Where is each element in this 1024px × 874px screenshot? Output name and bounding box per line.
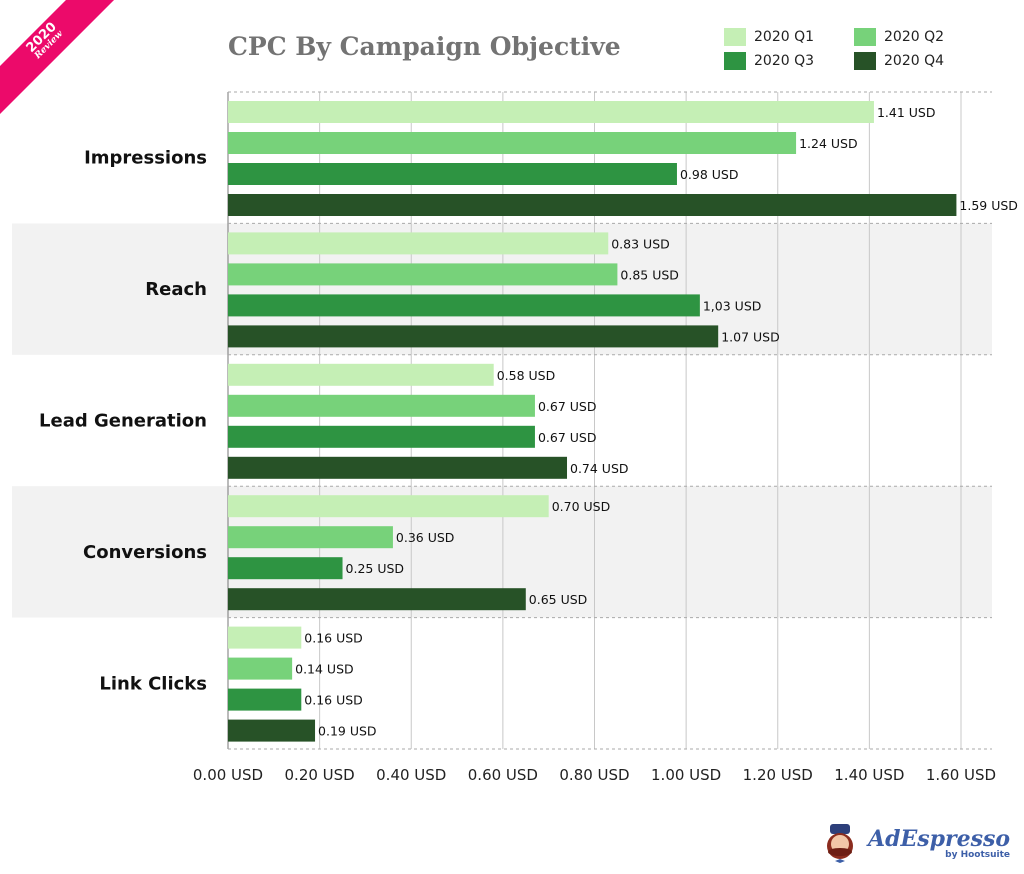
legend-item-q3: 2020 Q3: [724, 52, 814, 70]
data-label: 1,03 USD: [703, 298, 762, 313]
x-tick-label: 0.60 USD: [468, 766, 538, 784]
bar: [228, 194, 957, 216]
legend-label: 2020 Q2: [884, 29, 945, 45]
x-tick-label: 1.40 USD: [834, 766, 904, 784]
x-tick-label: 0.20 USD: [285, 766, 355, 784]
legend-label: 2020 Q4: [884, 53, 945, 69]
bar: [228, 657, 293, 680]
logo-wordmark: AdEspresso: [868, 826, 1011, 852]
legend-swatch: [724, 28, 746, 46]
bar: [228, 588, 526, 611]
data-label: 0.67 USD: [538, 399, 597, 414]
x-tick-label: 1.60 USD: [926, 766, 996, 784]
legend-swatch: [854, 52, 876, 70]
category-label: Impressions: [84, 148, 207, 169]
bar: [228, 719, 316, 742]
data-label: 0.98 USD: [680, 167, 739, 182]
data-label: 1.59 USD: [959, 198, 1018, 213]
x-tick-label: 0.40 USD: [376, 766, 446, 784]
data-label: 0.16 USD: [304, 631, 363, 646]
bar: [228, 688, 302, 711]
data-label: 1.24 USD: [799, 136, 858, 151]
legend-item-q2: 2020 Q2: [854, 28, 944, 46]
data-label: 0.65 USD: [529, 592, 588, 607]
data-label: 0.19 USD: [318, 724, 377, 739]
bar: [228, 526, 393, 549]
bar: [228, 363, 494, 386]
data-label: 1.07 USD: [721, 329, 780, 344]
x-tick-label: 0.80 USD: [559, 766, 629, 784]
category-label: Lead Generation: [39, 411, 207, 432]
x-tick-label: 1.20 USD: [743, 766, 813, 784]
category-label: Conversions: [83, 542, 207, 563]
x-tick-label: 1.00 USD: [651, 766, 721, 784]
data-label: 0.74 USD: [570, 461, 629, 476]
data-label: 0.70 USD: [552, 499, 611, 514]
bar: [228, 394, 535, 417]
data-label: 0.67 USD: [538, 430, 597, 445]
bar: [228, 557, 343, 580]
bar: [228, 263, 618, 286]
legend-swatch: [724, 52, 746, 70]
bar: [228, 626, 302, 649]
logo-byline: by Hootsuite: [945, 850, 1011, 860]
chart-title: CPC By Campaign Objective: [228, 32, 621, 61]
data-label: 0.16 USD: [304, 693, 363, 708]
legend-label: 2020 Q3: [754, 53, 815, 69]
data-label: 0.83 USD: [611, 236, 670, 251]
data-label: 0.36 USD: [396, 530, 455, 545]
bar: [228, 163, 677, 185]
data-label: 0.85 USD: [620, 267, 679, 282]
data-label: 1.41 USD: [877, 105, 936, 120]
data-label: 0.58 USD: [497, 368, 556, 383]
bar: [228, 325, 719, 348]
data-label: 0.14 USD: [295, 662, 354, 677]
mascot-icon: [827, 824, 853, 863]
category-label: Reach: [145, 279, 207, 300]
legend-item-q4: 2020 Q4: [854, 52, 944, 70]
bar: [228, 294, 700, 317]
bar: [228, 132, 797, 154]
adespresso-logo: AdEspresso by Hootsuite: [818, 822, 1010, 866]
legend-swatch: [854, 28, 876, 46]
bar: [228, 425, 535, 448]
bar: [228, 495, 549, 518]
data-label: 0.25 USD: [346, 561, 405, 576]
category-label: Link Clicks: [99, 673, 207, 694]
bar: [228, 101, 874, 123]
x-tick-label: 0.00 USD: [193, 766, 263, 784]
bar: [228, 456, 568, 479]
legend-label: 2020 Q1: [754, 29, 815, 45]
bar: [228, 232, 609, 255]
legend-item-q1: 2020 Q1: [724, 28, 814, 46]
